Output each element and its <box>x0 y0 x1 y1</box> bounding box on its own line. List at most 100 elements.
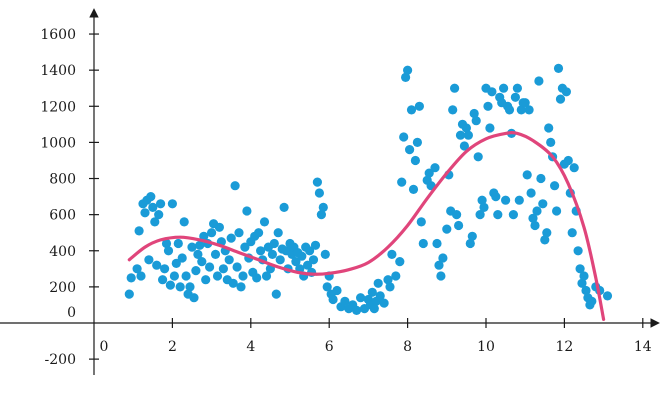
data-point <box>448 105 458 115</box>
data-point <box>179 217 189 227</box>
data-point <box>399 132 409 142</box>
data-point <box>536 173 546 184</box>
data-point <box>455 130 466 140</box>
data-point <box>432 238 442 249</box>
data-point <box>356 293 366 303</box>
data-point <box>567 228 577 238</box>
data-point <box>491 192 501 202</box>
data-point <box>189 293 199 303</box>
data-point <box>383 275 393 285</box>
data-point <box>230 181 240 191</box>
x-tick-label: 6 <box>325 339 334 355</box>
x-tick-label: 0 <box>100 339 109 355</box>
data-point <box>493 210 503 220</box>
data-point <box>218 264 228 274</box>
x-tick-label: 2 <box>168 339 177 355</box>
data-point <box>461 123 471 133</box>
data-point <box>140 208 150 218</box>
y-axis-ticks: -200 0 200 400 600 800 1000 1200 1400 1600 <box>40 27 99 368</box>
data-point <box>524 105 534 115</box>
y-tick-label: 400 <box>49 244 76 260</box>
data-point <box>163 246 174 256</box>
data-point <box>340 296 350 306</box>
data-point <box>563 155 573 166</box>
scatter-points <box>124 63 613 315</box>
data-point <box>152 260 162 270</box>
data-point <box>530 220 540 231</box>
data-point <box>134 226 144 236</box>
data-point <box>575 264 585 274</box>
data-point <box>602 291 613 301</box>
data-point <box>275 255 285 265</box>
data-point <box>471 116 481 126</box>
data-point <box>526 188 536 198</box>
data-point <box>373 278 383 288</box>
data-point <box>577 278 587 288</box>
data-point <box>132 264 142 274</box>
data-point <box>273 228 283 238</box>
data-point <box>516 105 526 115</box>
data-point <box>412 137 422 147</box>
y-tick-label: 1200 <box>40 99 76 115</box>
data-point <box>561 87 572 97</box>
data-point <box>175 282 185 292</box>
trend-curve <box>127 131 606 321</box>
data-point <box>544 123 554 133</box>
data-point <box>177 253 187 263</box>
data-point <box>160 264 170 274</box>
data-point <box>499 83 509 93</box>
data-point <box>234 228 244 238</box>
data-point <box>154 210 164 220</box>
data-point <box>165 280 175 290</box>
data-point <box>269 238 279 249</box>
data-point <box>279 202 289 212</box>
y-tick-label: 1600 <box>40 27 76 43</box>
data-point <box>205 262 215 272</box>
data-point <box>573 246 583 256</box>
data-point <box>261 271 272 281</box>
data-point <box>459 141 469 151</box>
data-point <box>318 202 328 212</box>
data-point <box>403 65 413 75</box>
y-tick-label: 600 <box>49 208 76 224</box>
data-point <box>391 271 401 281</box>
x-tick-label: 12 <box>555 339 573 355</box>
data-point <box>314 188 324 198</box>
data-point <box>477 195 487 205</box>
data-point <box>463 130 473 140</box>
data-point <box>522 170 532 180</box>
y-tick-label: 800 <box>49 172 76 188</box>
data-point <box>171 258 181 268</box>
data-point <box>236 282 246 292</box>
data-point <box>197 257 207 267</box>
data-point <box>144 255 154 265</box>
data-point <box>185 282 195 292</box>
data-point <box>475 210 485 220</box>
data-point <box>501 195 511 205</box>
data-point <box>528 213 538 223</box>
data-point <box>308 255 319 265</box>
data-point <box>555 94 566 104</box>
data-point <box>379 298 389 308</box>
data-point <box>195 240 205 250</box>
data-point <box>436 271 446 281</box>
data-point <box>467 231 477 241</box>
data-point <box>226 233 236 243</box>
data-point <box>550 181 560 191</box>
data-point <box>242 206 252 216</box>
data-point <box>173 238 183 249</box>
data-point <box>452 210 462 220</box>
data-point <box>465 238 475 249</box>
data-point <box>212 271 223 281</box>
data-point <box>473 152 483 162</box>
y-tick-label: 1400 <box>40 63 76 79</box>
data-point <box>424 168 434 178</box>
data-point <box>256 246 266 256</box>
data-point <box>540 235 550 245</box>
data-point <box>252 273 262 283</box>
data-point <box>199 231 209 241</box>
data-point <box>416 217 426 227</box>
data-point <box>181 271 191 281</box>
data-point <box>375 291 385 301</box>
